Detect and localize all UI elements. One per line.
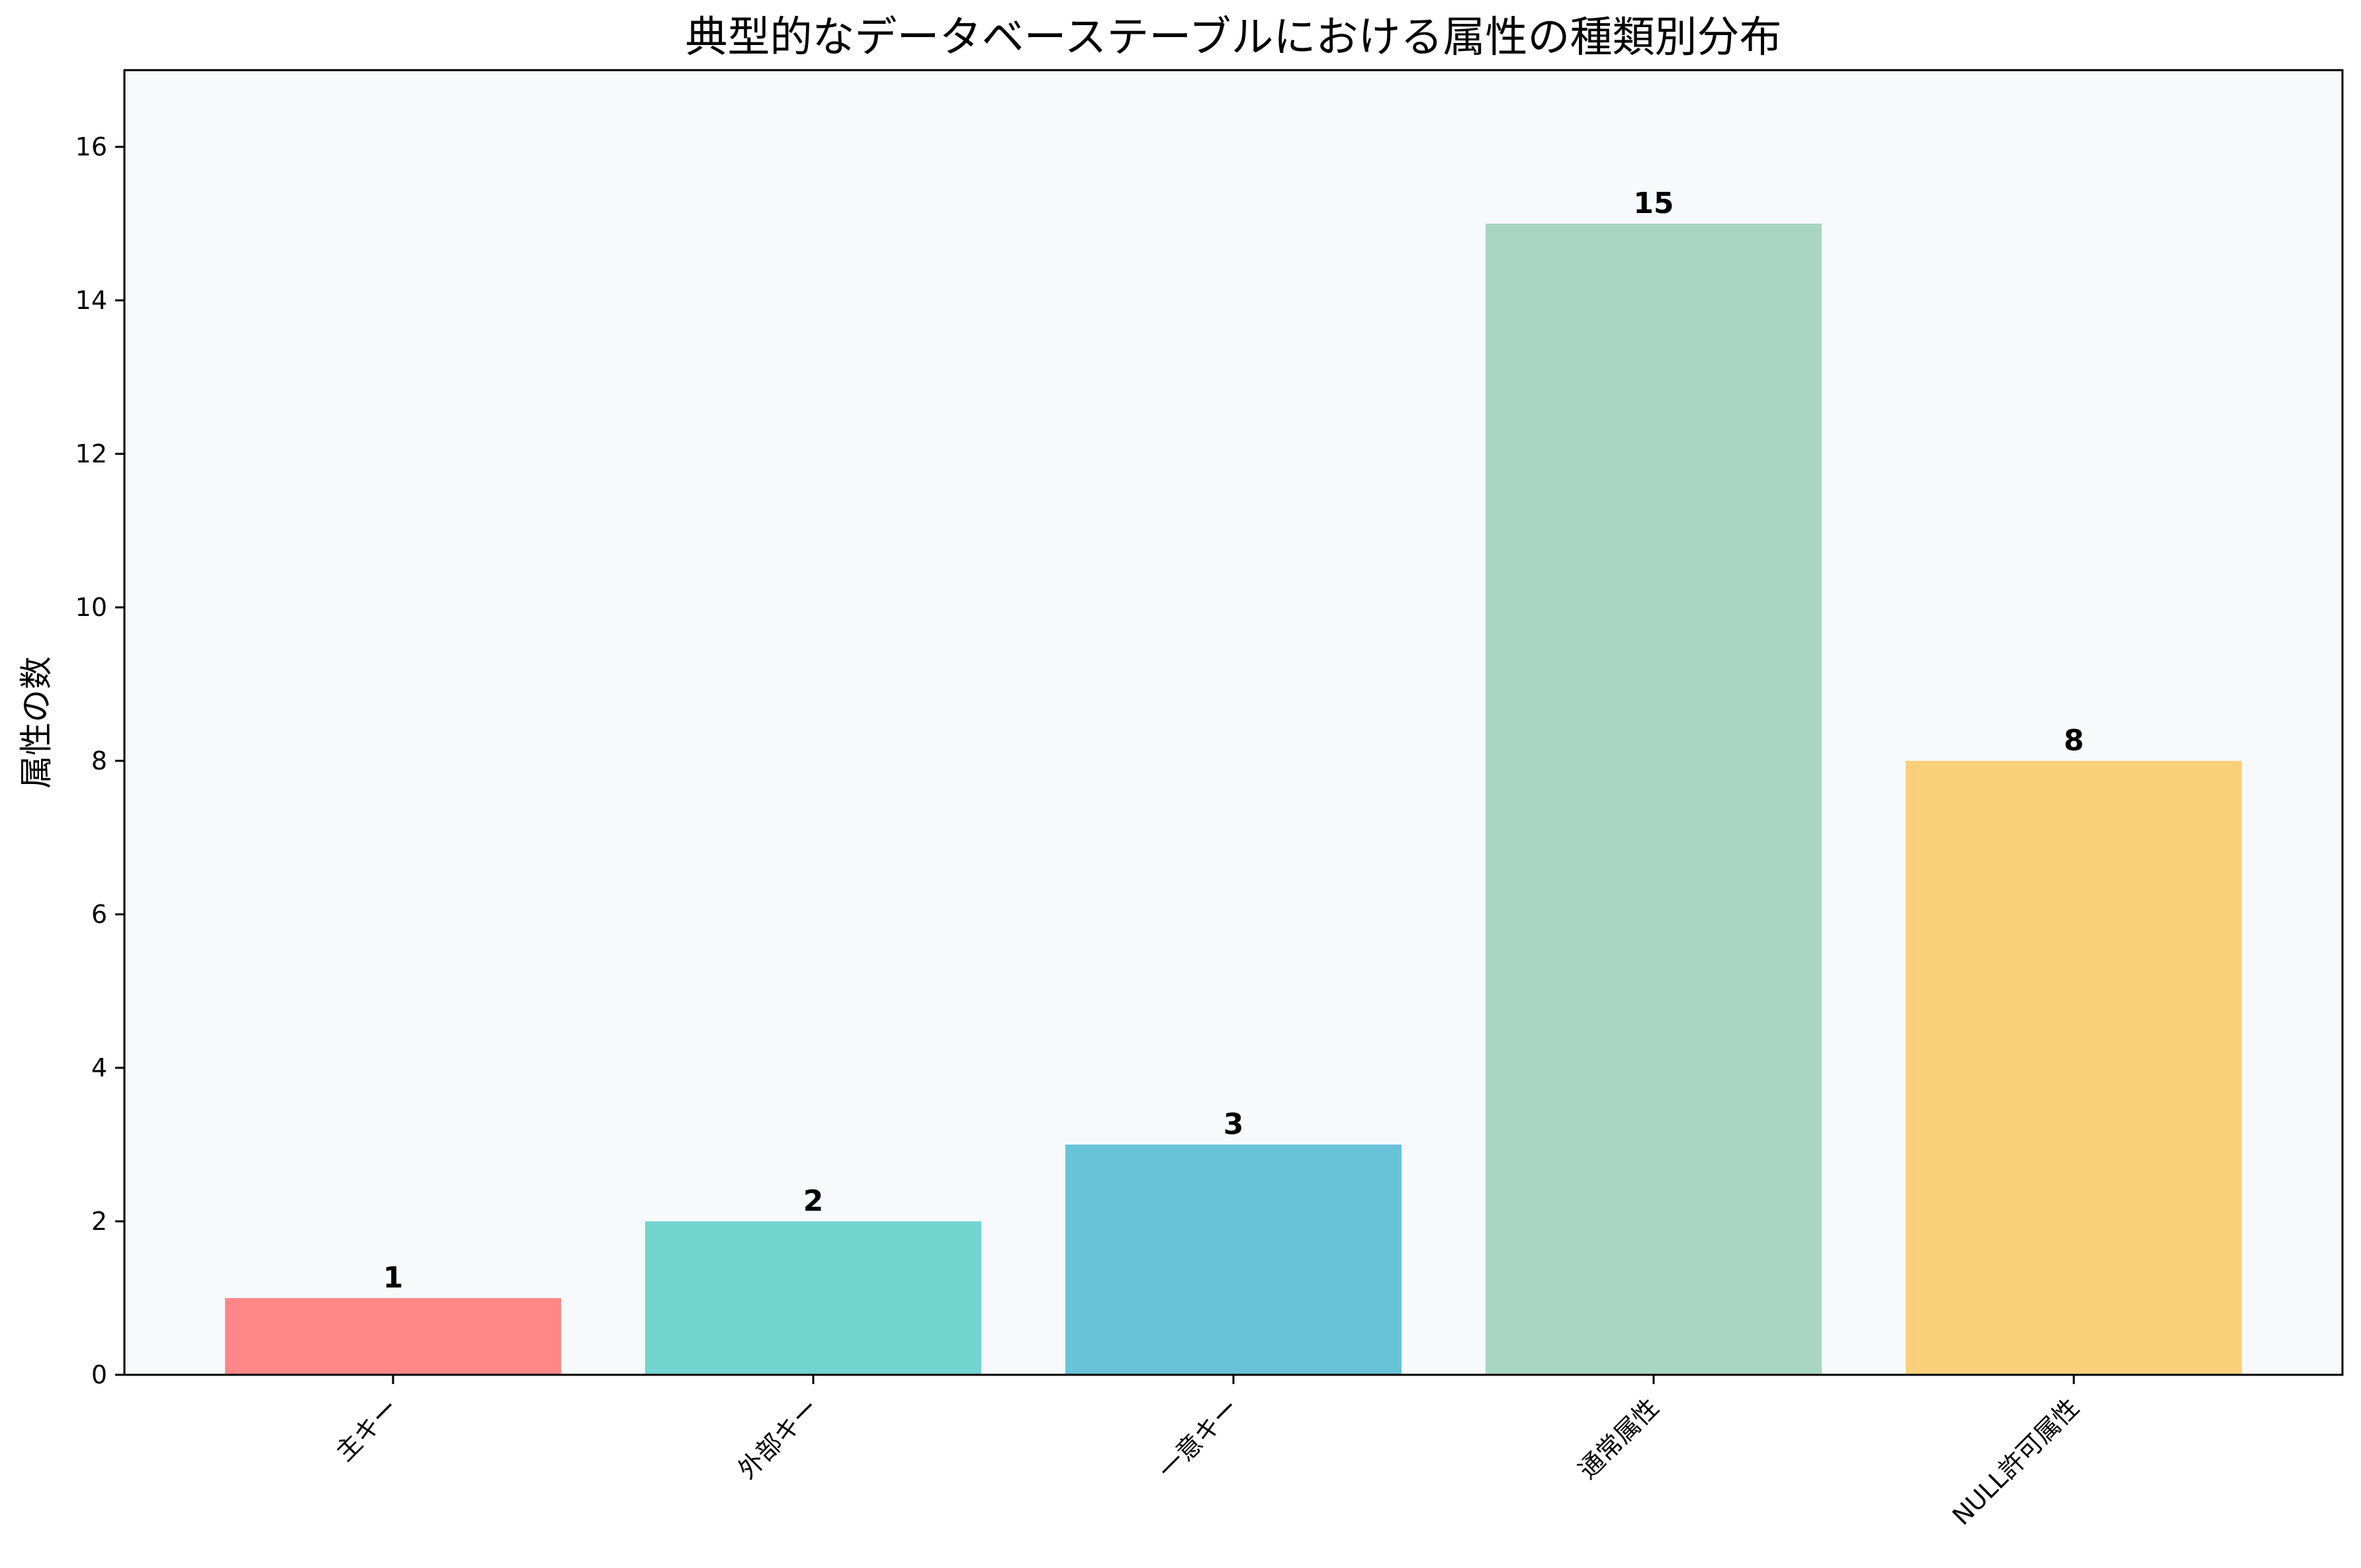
y-tick-label-7: 14 <box>75 286 107 315</box>
y-tick-label-5: 10 <box>75 593 107 622</box>
chart-title: 典型的なデータベーステーブルにおける属性の種類別分布 <box>686 13 1782 62</box>
data-label-1: 1 <box>383 1261 404 1295</box>
data-labels-group: 1 2 3 15 8 <box>383 187 2084 1295</box>
y-tick-label-2: 4 <box>91 1053 107 1082</box>
y-axis-label: 属性の数 <box>17 656 56 789</box>
y-tick-label-0: 0 <box>91 1360 107 1389</box>
y-tick-label-6: 12 <box>75 439 107 468</box>
data-label-3: 3 <box>1224 1108 1244 1141</box>
y-axis-ticks: 0 2 4 6 8 10 12 14 16 <box>75 132 124 1389</box>
bar-2 <box>645 1221 981 1375</box>
y-tick-label-3: 6 <box>91 900 107 929</box>
bars-group <box>225 224 2242 1375</box>
bar-4 <box>1486 224 1822 1375</box>
data-label-2: 2 <box>803 1184 824 1218</box>
plot-frame <box>123 69 2344 1376</box>
data-label-4: 15 <box>1633 187 1673 220</box>
y-tick-label-8: 16 <box>75 132 107 161</box>
bar-5 <box>1906 761 2242 1375</box>
bar-1 <box>225 1298 561 1375</box>
data-label-5: 8 <box>2064 724 2084 758</box>
bar-3 <box>1065 1145 1402 1375</box>
y-tick-label-1: 2 <box>91 1207 107 1236</box>
y-tick-label-4: 8 <box>91 746 107 775</box>
